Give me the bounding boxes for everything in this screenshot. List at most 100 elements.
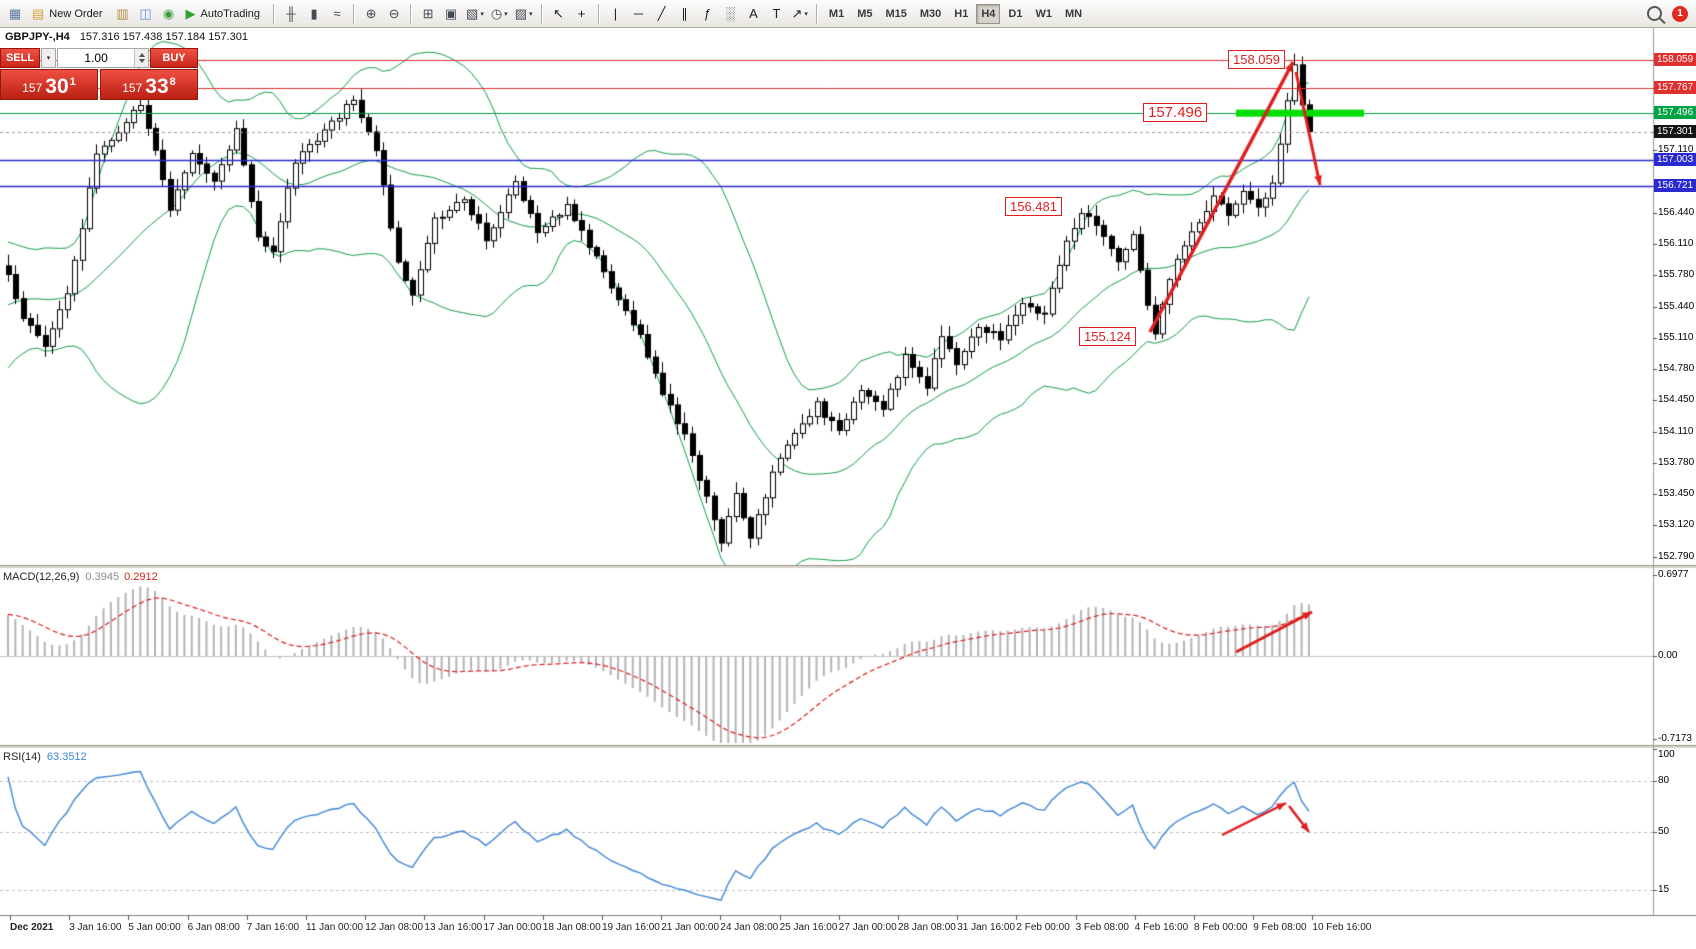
symbol-ohlc: 157.316 157.438 157.184 157.301 xyxy=(79,31,249,43)
new-chart-icon: ▧ xyxy=(466,6,479,21)
new-order-button[interactable]: ▤ New Order xyxy=(27,3,110,25)
macd-indicator-label: MACD(12,26,9) 0.3945 0.2912 xyxy=(3,571,158,583)
chevron-down-icon: ▾ xyxy=(804,10,808,18)
volume-input-wrap xyxy=(57,48,149,68)
macd-name: MACD(12,26,9) xyxy=(3,571,80,583)
vertical-line-icon: | xyxy=(613,6,618,21)
arrange-windows-icon[interactable]: ▣ xyxy=(440,3,462,25)
crosshair-icon[interactable]: + xyxy=(571,3,593,25)
timeframe-button-mn[interactable]: MN xyxy=(1060,4,1087,24)
toolbar-separator xyxy=(410,3,413,24)
order-options-dropdown[interactable]: ▾ xyxy=(41,48,56,68)
crosshair-icon: + xyxy=(577,6,586,21)
chart-list-icon[interactable]: ▥ xyxy=(111,3,133,25)
tile-windows-icon[interactable]: ⊞ xyxy=(417,3,439,25)
timeframe-button-m30[interactable]: M30 xyxy=(915,4,946,24)
toolbar-separator xyxy=(540,3,543,24)
indicators-icon[interactable]: ◉ xyxy=(157,3,179,25)
line-chart-icon: ≈ xyxy=(333,6,341,21)
rsi-name: RSI(14) xyxy=(3,751,41,763)
template-icon: ▨ xyxy=(514,6,527,21)
timeframe-button-m5[interactable]: M5 xyxy=(852,4,877,24)
trade-panel-controls: SELL ▾ BUY xyxy=(0,48,198,68)
chevron-down-icon: ▾ xyxy=(480,10,484,18)
buy-price-head: 157 xyxy=(122,81,143,95)
sell-button[interactable]: SELL xyxy=(0,48,40,68)
fibonacci-icon[interactable]: ƒ xyxy=(697,3,719,25)
grid-objects-icon: ░ xyxy=(725,6,736,21)
timeframe-button-m15[interactable]: M15 xyxy=(880,4,911,24)
volume-up-button[interactable] xyxy=(138,53,145,57)
arrange-windows-icon: ▣ xyxy=(444,6,458,21)
volume-spinner xyxy=(134,49,148,67)
trendline-icon[interactable]: ╱ xyxy=(651,3,673,25)
timeframe-button-h1[interactable]: H1 xyxy=(949,4,973,24)
arrows-tool-icon[interactable]: ↗ ▾ xyxy=(789,3,811,25)
timeframe-button-d1[interactable]: D1 xyxy=(1003,4,1027,24)
vertical-line-icon[interactable]: | xyxy=(605,3,627,25)
toolbar-separator xyxy=(597,3,600,24)
candlestick-chart-icon[interactable]: ▮ xyxy=(303,3,325,25)
price-annotation[interactable]: 155.124 xyxy=(1079,326,1136,346)
volume-input[interactable] xyxy=(58,49,135,67)
sell-price-display[interactable]: 157 30 1 xyxy=(0,69,98,100)
new-chart-icon[interactable]: ▧ ▾ xyxy=(463,3,487,25)
candlestick-chart-icon: ▮ xyxy=(310,6,318,21)
volume-down-button[interactable] xyxy=(138,59,145,63)
sell-price-pip: 1 xyxy=(69,76,76,88)
text-icon[interactable]: A xyxy=(743,3,765,25)
new-order-icon: ▤ xyxy=(32,6,45,21)
zoom-in-icon[interactable]: ⊕ xyxy=(360,3,382,25)
search-icon[interactable] xyxy=(1647,6,1662,21)
cursor-icon[interactable]: ↖ xyxy=(548,3,570,25)
line-chart-icon[interactable]: ≈ xyxy=(326,3,348,25)
timeframe-button-m1[interactable]: M1 xyxy=(824,4,849,24)
price-annotation[interactable]: 156.481 xyxy=(1005,197,1062,216)
buy-price-display[interactable]: 157 33 8 xyxy=(100,69,198,100)
charts-window-icon[interactable]: ▦ xyxy=(4,3,26,25)
bar-chart-icon[interactable]: ╫ xyxy=(280,3,302,25)
zoom-out-icon: ⊖ xyxy=(388,6,400,21)
macd-signal-value: 0.2912 xyxy=(124,571,158,583)
arrows-tool-icon: ↗ xyxy=(791,6,803,21)
print-preview-icon[interactable]: ◫ xyxy=(134,3,156,25)
grid-objects-icon[interactable]: ░ xyxy=(720,3,742,25)
autotrading-button-label: AutoTrading xyxy=(200,7,261,20)
template-icon[interactable]: ▨ ▾ xyxy=(512,3,536,25)
horizontal-line-icon[interactable]: ─ xyxy=(628,3,650,25)
horizontal-line-icon: ─ xyxy=(633,6,644,21)
buy-button[interactable]: BUY xyxy=(150,48,198,68)
channel-icon[interactable]: ∥ xyxy=(674,3,696,25)
toolbar: ▦ ▤ New Order ▥ ◫ ◉ ▶ AutoTrading ╫ ▮ ≈ ⊕ ⊖ ⊞ ▣ ▧ ▾ ◷ ▾ ▨ ▾ ↖… xyxy=(0,0,1696,28)
autotrading-button[interactable]: ▶ AutoTrading xyxy=(180,3,268,25)
zoom-in-icon: ⊕ xyxy=(365,6,377,21)
timeframe-button-h4[interactable]: H4 xyxy=(976,3,1001,24)
rsi-value: 63.3512 xyxy=(46,751,87,763)
chevron-down-icon: ▾ xyxy=(528,10,533,18)
notification-badge[interactable]: 1 xyxy=(1672,5,1688,22)
toolbar-buttons: ▦ ▤ New Order ▥ ◫ ◉ ▶ AutoTrading ╫ ▮ ≈ ⊕ ⊖ ⊞ ▣ ▧ ▾ ◷ ▾ ▨ ▾ ↖… xyxy=(4,3,1088,25)
print-preview-icon: ◫ xyxy=(139,6,152,21)
text-label-icon[interactable]: T xyxy=(766,3,788,25)
autotrading-icon: ▶ xyxy=(185,6,196,21)
symbol-info: GBPJPY-,H4 157.316 157.438 157.184 157.30… xyxy=(5,31,248,43)
chart-list-icon: ▥ xyxy=(116,6,129,21)
toolbar-separator xyxy=(815,3,818,24)
chevron-down-icon: ▾ xyxy=(504,10,508,18)
charts-window-icon: ▦ xyxy=(8,6,22,21)
price-annotation[interactable]: 157.496 xyxy=(1143,103,1208,123)
zoom-out-icon[interactable]: ⊖ xyxy=(383,3,405,25)
period-icon[interactable]: ◷ ▾ xyxy=(488,3,511,25)
timeframe-button-w1[interactable]: W1 xyxy=(1030,4,1057,24)
trendline-icon: ╱ xyxy=(657,6,666,21)
text-label-icon: T xyxy=(772,6,781,21)
text-icon: A xyxy=(749,6,758,21)
cursor-icon: ↖ xyxy=(553,6,564,21)
symbol-title: GBPJPY-,H4 xyxy=(5,31,70,43)
price-annotation[interactable]: 158.059 xyxy=(1228,50,1285,70)
buy-price-pip: 8 xyxy=(169,76,176,88)
fibonacci-icon: ƒ xyxy=(703,6,712,21)
